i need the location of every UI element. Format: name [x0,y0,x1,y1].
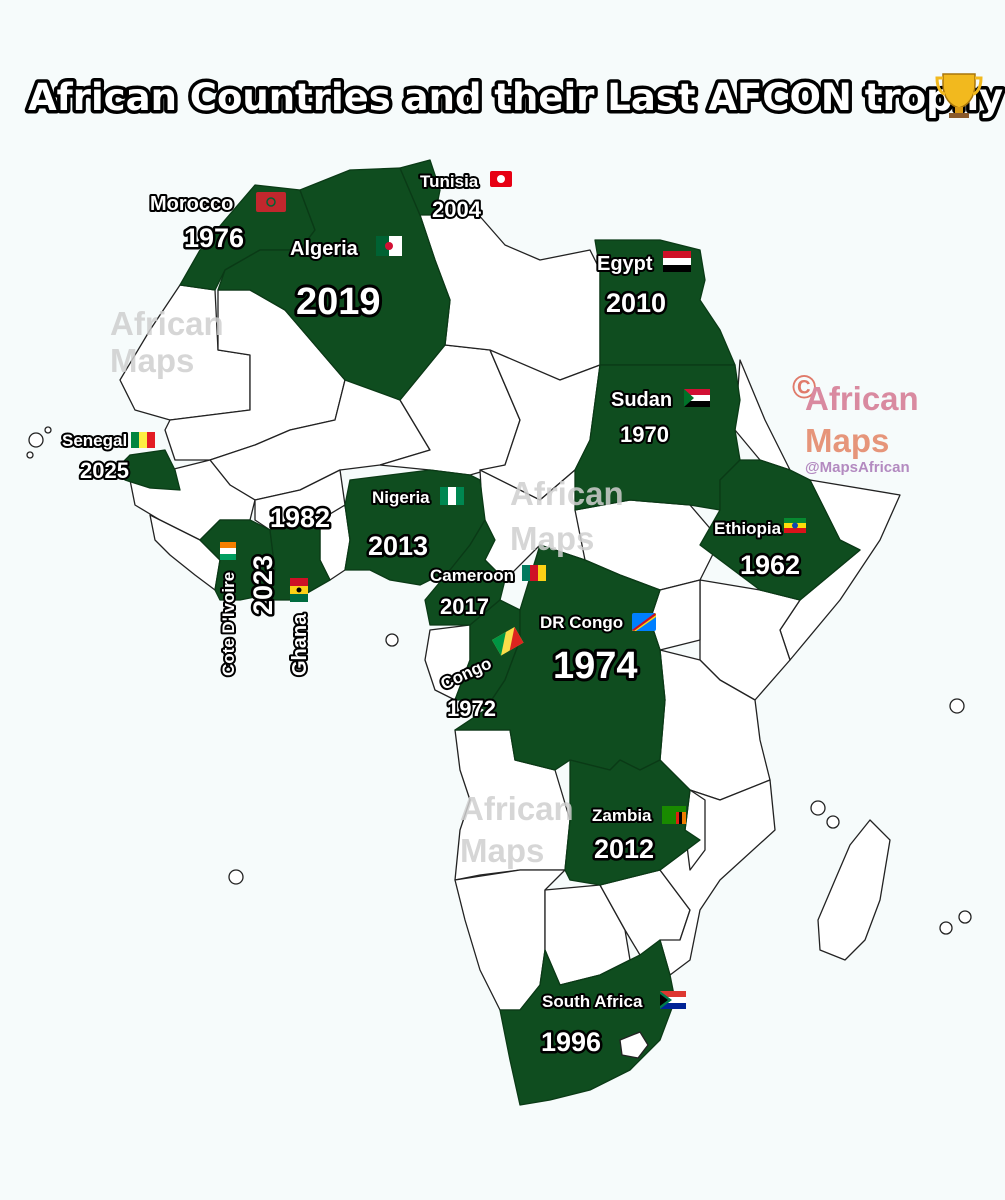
ghana-flag-icon [290,578,308,602]
svg-text:African: African [460,790,574,827]
svg-text:African: African [110,305,224,342]
island-reunion [958,910,972,924]
svg-text:©: © [792,368,816,405]
label-southafrica-year: 1996 [541,1027,601,1057]
svg-text:@MapsAfrican: @MapsAfrican [805,459,910,476]
nigeria-flag-icon [440,487,464,505]
label-senegal-year: 2025 [80,458,129,483]
country-zambia [564,759,701,886]
map-title: African Countries and their Last AFCON t… [28,76,1003,119]
svg-text:African: African [805,380,919,417]
watermark-south: African Maps [460,790,574,869]
island-comoros-2 [826,815,840,829]
label-senegal-name: Senegal [62,431,127,450]
country-ethiopia [699,459,861,601]
trophy-icon [935,73,983,118]
label-algeria-name: Algeria [290,238,359,260]
country-mozambique [659,779,776,976]
label-morocco-name: Morocco [150,193,233,215]
label-cameroon-name: Cameroon [430,566,514,585]
svg-text:Maps: Maps [460,832,544,869]
country-senegal [119,449,181,491]
label-ethiopia-name: Ethiopia [714,519,782,538]
label-nigeria-year: 2013 [368,531,428,561]
label-egypt-name: Egypt [597,253,653,275]
svg-text:Maps: Maps [110,342,194,379]
ethiopia-flag-icon [784,518,806,533]
label-algeria-year: 2019 [296,281,381,323]
island-mauritius [939,921,953,935]
label-morocco-year: 1976 [184,223,244,253]
svg-text:Maps: Maps [510,520,594,557]
watermark-west: African Maps [110,305,224,379]
label-cameroon-year: 2017 [440,594,489,619]
label-cotedivoire-year: 2023 [248,555,278,615]
label-tunisia-name: Tunisia [420,172,479,191]
egypt-flag-icon [663,251,691,272]
cotedivoire-flag-icon [220,542,236,560]
island-st-helena [228,869,244,885]
country-cotedivoire [199,519,276,601]
label-nigeria-name: Nigeria [372,488,430,507]
label-ghana-name: Ghana [289,613,311,676]
svg-text:Maps: Maps [805,422,889,459]
label-drcongo-year: 1974 [553,645,638,687]
label-southafrica-name: South Africa [542,992,643,1011]
country-madagascar [817,819,891,961]
island-seychelles [949,698,965,714]
southafrica-flag-icon [660,991,686,1009]
country-southafrica [499,939,676,1106]
drcongo-flag-icon [632,613,656,631]
algeria-flag-icon [376,236,402,256]
morocco-flag-icon [256,192,286,212]
island-cape-verde-3 [26,451,34,459]
watermark-colored: © African Maps @MapsAfrican [792,368,919,476]
country-tunisia [399,159,441,216]
label-congo-year: 1972 [447,696,496,721]
svg-text:African: African [510,475,624,512]
country-ghana [264,519,331,601]
label-zambia-name: Zambia [592,806,652,825]
cameroon-flag-icon [522,565,546,581]
label-ethiopia-year: 1962 [740,550,800,580]
label-cotedivoire-name: Cote D'Ivoire [219,572,238,676]
label-ghana-year: 1982 [270,503,330,533]
island-cape-verde-2 [44,426,52,434]
label-sudan-year: 1970 [620,422,669,447]
tunisia-flag-icon [490,171,512,187]
label-drcongo-name: DR Congo [540,613,623,632]
label-zambia-year: 2012 [594,834,654,864]
label-sudan-name: Sudan [611,389,672,411]
watermark-center: African Maps [510,475,624,557]
country-egypt [594,239,736,366]
senegal-flag-icon [131,432,155,448]
label-egypt-year: 2010 [606,288,666,318]
sudan-flag-icon [684,389,710,407]
country-lesotho [619,1031,649,1059]
island-comoros-1 [810,800,826,816]
country-eritrea [734,359,791,471]
zambia-flag-icon [662,806,686,824]
label-tunisia-year: 2004 [432,197,482,222]
congo-flag-icon [492,627,524,656]
island-sao-tome [385,633,399,647]
island-cape-verde-1 [28,432,44,448]
winner-countries [119,159,861,1106]
